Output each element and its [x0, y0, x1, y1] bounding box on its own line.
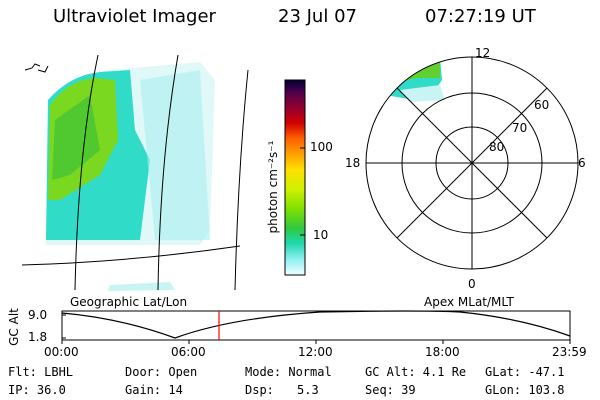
imager-title: Ultraviolet Imager — [53, 6, 216, 27]
altitude-xtick-0000: 00:00 — [44, 345, 79, 359]
polar-label-12: 12 — [475, 46, 491, 60]
info-dsp-label: Dsp: — [245, 383, 274, 397]
info-filter: Flt: LBHL — [8, 365, 74, 379]
colorbar-tick-10: 10 — [313, 228, 329, 242]
info-door: Door: Open — [125, 365, 198, 379]
image-time: 07:27:19 UT — [425, 6, 536, 27]
polar-label-18: 18 — [345, 156, 361, 170]
apex-label: Apex MLat/MLT — [424, 295, 514, 309]
altitude-ylabel: GC Alt — [7, 308, 21, 346]
geographic-map — [21, 54, 249, 291]
altitude-ytick-9: 9.0 — [28, 308, 48, 322]
polar-lat-60: 60 — [534, 98, 550, 112]
polar-label-6: 6 — [578, 156, 586, 170]
polar-lat-70: 70 — [512, 121, 528, 135]
info-glat: GLat: -47.1 — [485, 365, 565, 379]
info-ip: IP: 36.0 — [8, 383, 66, 397]
polar-lat-80: 80 — [489, 140, 505, 154]
info-glon: GLon: 103.8 — [485, 383, 565, 397]
colorbar-unit-label: photon cm⁻²s⁻¹ — [266, 140, 280, 234]
altitude-xtick-2359: 23:59 — [552, 345, 587, 359]
info-gc-alt: GC Alt: 4.1 Re — [365, 365, 467, 379]
info-seq: Seq: 39 — [365, 383, 416, 397]
polar-plot — [365, 56, 579, 270]
altitude-xtick-1200: 12:00 — [298, 345, 333, 359]
info-dsp-value: 5.3 — [297, 383, 319, 397]
colorbar-tick-100: 100 — [310, 140, 333, 154]
info-mode: Mode: Normal — [245, 365, 332, 379]
altitude-ytick-1-8: 1.8 — [28, 330, 48, 344]
image-date: 23 Jul 07 — [278, 6, 357, 27]
altitude-xtick-0600: 06:00 — [171, 345, 206, 359]
geographic-label: Geographic Lat/Lon — [70, 295, 188, 309]
info-gain: Gain: 14 — [125, 383, 183, 397]
polar-label-0: 0 — [468, 277, 476, 291]
altitude-plot — [61, 310, 571, 344]
color-scale-bar — [284, 79, 306, 276]
altitude-xtick-1800: 18:00 — [425, 345, 460, 359]
